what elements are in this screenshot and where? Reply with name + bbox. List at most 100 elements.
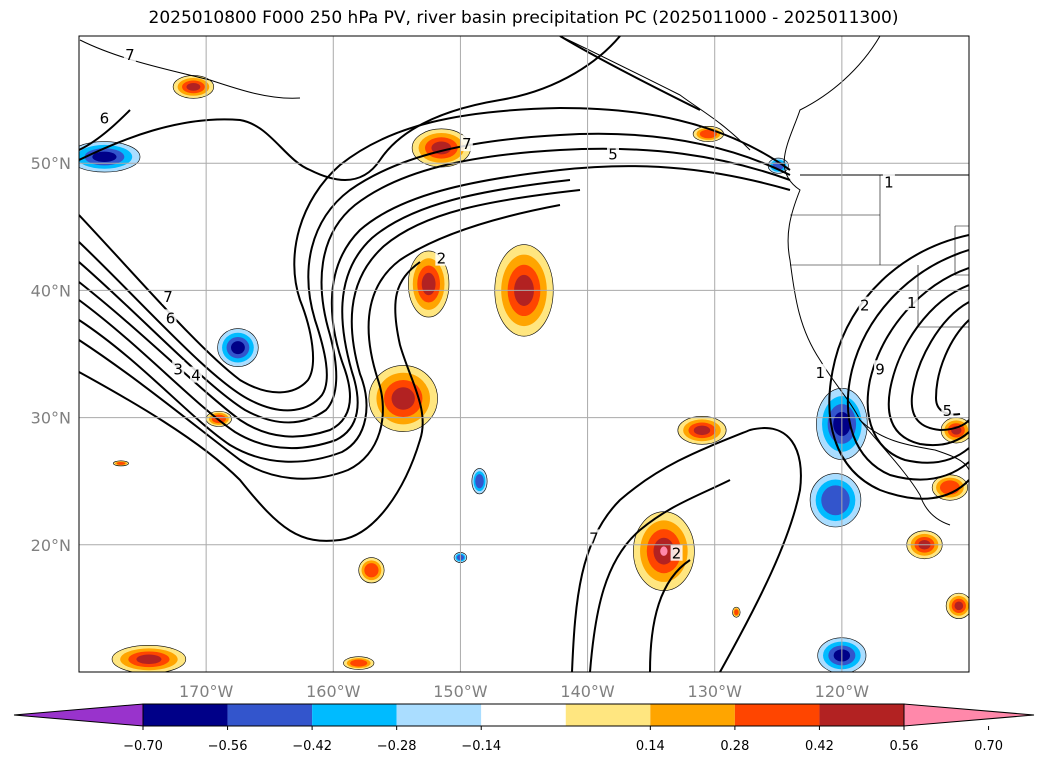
contour-label-background <box>189 366 202 383</box>
contour-label-background <box>882 173 895 190</box>
contour-label-background <box>164 309 177 326</box>
contour-label: 7 <box>589 529 599 547</box>
longitude-label: 140°W <box>560 682 615 701</box>
contour-label-background <box>123 46 136 63</box>
precip-field <box>172 75 215 99</box>
longitude-label: 150°W <box>433 682 488 701</box>
contour-label: 2 <box>672 545 682 563</box>
contour-label: 7 <box>125 46 135 64</box>
pv-contour <box>79 165 791 438</box>
precip-field <box>358 557 385 584</box>
precip-field <box>368 365 438 432</box>
contour-label: 7 <box>163 288 173 306</box>
precip-field <box>732 606 741 618</box>
precip-field-layer <box>734 609 739 616</box>
precip-field-layer <box>92 151 117 163</box>
contour-label: 1 <box>884 173 894 191</box>
alaska-coast <box>79 36 751 151</box>
precip-field <box>471 468 488 495</box>
precip-field <box>113 460 129 467</box>
precip-field <box>217 328 259 368</box>
latitude-label: 50°N <box>31 154 71 173</box>
contour-label-background <box>162 287 174 304</box>
map-gridlines <box>79 36 969 672</box>
colorbar-segment <box>312 704 397 726</box>
colorbar-tick-label: 0.28 <box>720 739 749 754</box>
precip-field-layer <box>660 546 668 556</box>
contour-label: 1 <box>815 364 825 382</box>
precip-field <box>407 250 450 318</box>
colorbar-tick-label: −0.42 <box>292 739 332 754</box>
colorbar-tick-label: 0.56 <box>890 739 919 754</box>
contour-label: 2 <box>860 297 870 315</box>
contour-label-background <box>874 360 886 377</box>
pv-contour <box>910 301 969 432</box>
colorbar-tick-label: 0.42 <box>805 739 834 754</box>
baja-coast <box>859 419 951 526</box>
colorbar-segment <box>227 704 313 726</box>
precip-field-layer <box>954 601 964 611</box>
colorbar-extend-max <box>903 703 1035 727</box>
colorbar-segment <box>396 704 482 726</box>
pv-contour <box>79 36 621 181</box>
contour-label: 7 <box>462 135 472 153</box>
precip-field <box>945 592 969 619</box>
pv-contour <box>79 147 791 424</box>
colorbar-segment <box>734 704 820 726</box>
north-america-coast <box>783 36 969 471</box>
contour-label-background <box>98 109 111 126</box>
pv-contour <box>79 189 581 463</box>
precip-field-layer <box>475 474 484 489</box>
precip-field <box>111 644 187 672</box>
precip-field-layer <box>231 341 245 355</box>
colorbar-extend-min <box>13 703 144 727</box>
pv-contour <box>571 427 802 672</box>
pv-contour <box>846 249 969 481</box>
pv-contour <box>79 106 791 394</box>
pv-contour <box>887 284 969 446</box>
latitude-label: 40°N <box>31 281 71 300</box>
precip-field-layer <box>186 82 201 91</box>
precip-field-layer <box>821 485 850 516</box>
contour-label: 5 <box>608 145 618 163</box>
precip-field-layer <box>350 659 368 667</box>
precip-field <box>79 141 141 173</box>
colorbar-tick-label: −0.28 <box>377 739 417 754</box>
precip-fields <box>79 75 969 672</box>
map-frame <box>79 36 969 672</box>
precip-field <box>677 416 727 445</box>
colorbar-tick-label: −0.70 <box>123 739 163 754</box>
map-title: 2025010800 F000 250 hPa PV, river basin … <box>148 8 899 28</box>
colorbar-segment <box>565 704 651 726</box>
longitude-label: 120°W <box>815 682 870 701</box>
contour-label-background <box>607 145 619 162</box>
contour-label-background <box>172 360 185 377</box>
longitude-label: 160°W <box>306 682 361 701</box>
contour-label-background <box>905 294 918 311</box>
contour-label: 6 <box>100 110 110 128</box>
precip-field-layer <box>421 272 436 296</box>
contour-label: 1 <box>907 294 917 312</box>
precip-field <box>809 473 862 528</box>
precip-field-layer <box>693 425 711 436</box>
map-border <box>78 35 970 673</box>
colorbar-segment <box>143 704 228 726</box>
contour-label-background <box>670 544 683 561</box>
precip-field <box>343 656 375 670</box>
latitude-label: 30°N <box>31 409 71 428</box>
colorbar-tick-label: −0.14 <box>461 739 501 754</box>
precip-field-layer <box>391 387 415 410</box>
contour-label-background <box>814 364 827 381</box>
pv-contour <box>589 479 731 672</box>
colorbar-segment <box>481 704 566 726</box>
precip-field <box>931 474 969 501</box>
pv-contour <box>79 179 571 450</box>
colorbar-tick-label: −0.56 <box>208 739 248 754</box>
longitude-label: 170°W <box>179 682 234 701</box>
contour-label-background <box>941 402 954 419</box>
contour-label: 6 <box>166 309 176 327</box>
colorbar-tick-label: 0.14 <box>636 739 665 754</box>
precip-field-layer <box>116 461 126 465</box>
colorbar-segment <box>819 704 904 726</box>
